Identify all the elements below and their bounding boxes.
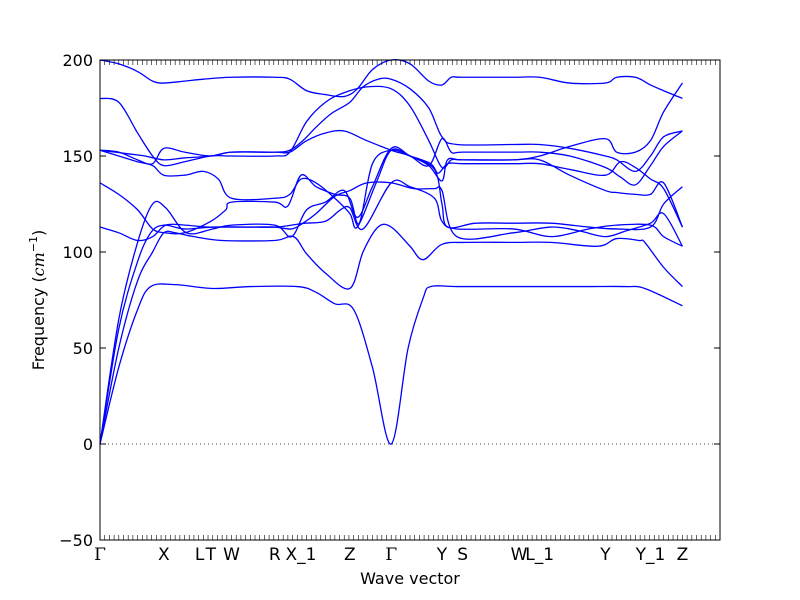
high-symmetry-label: W [511,545,528,565]
high-symmetry-label: Γ [94,545,106,565]
high-symmetry-label: L [195,545,205,565]
high-symmetry-label: Z [677,545,689,565]
y-tick-label: 200 [62,51,93,70]
phonon-branch-11 [99,77,683,173]
high-symmetry-label: T [205,545,217,565]
y-tick-label: 100 [62,243,93,262]
phonon-branch-2 [99,223,683,445]
high-symmetry-label: Y [436,545,448,565]
high-symmetry-label: S [457,545,468,565]
phonon-branch-9 [99,82,683,169]
high-symmetry-label: Y [599,545,611,565]
y-axis-label-exp: −1 [27,236,40,252]
y-tick-label: 50 [73,339,93,358]
y-tick-label: 0 [83,435,93,454]
phonon-branch-7 [99,148,684,229]
high-symmetry-label: W [223,545,240,565]
high-symmetry-label: R [269,545,281,565]
high-symmetry-label: Y_1 [635,545,666,565]
high-symmetry-label: X_1 [286,545,317,565]
phonon-branch-4 [99,146,683,445]
phonon-branch-5 [99,179,683,247]
x-axis-label: Wave vector [360,569,460,588]
high-symmetry-label: X [158,545,170,565]
y-axis-label-unit: cm [29,252,48,276]
plot-area [100,60,720,540]
phonon-branch-6 [99,149,684,235]
high-symmetry-label: Γ [385,545,397,565]
y-tick-label: 150 [62,147,93,166]
y-axis-label-prefix: Frequency ( [29,276,48,370]
high-symmetry-label: L_1 [525,545,554,565]
phonon-branch-1 [99,283,683,445]
plot-frame [99,59,721,541]
y-tick-label: −50 [59,531,93,550]
y-axis-label: Frequency (cm−1) [27,230,48,371]
y-axis-ticks: −50 0 50 100 150 200 [59,51,720,550]
phonon-branch-8 [99,129,683,186]
x-axis-ticks: Γ X L T W R X_1 Z Γ Y S WL_1 Y Y_1 Z [94,545,688,565]
high-symmetry-label: Z [344,545,356,565]
y-axis-label-suffix: ) [29,230,48,236]
